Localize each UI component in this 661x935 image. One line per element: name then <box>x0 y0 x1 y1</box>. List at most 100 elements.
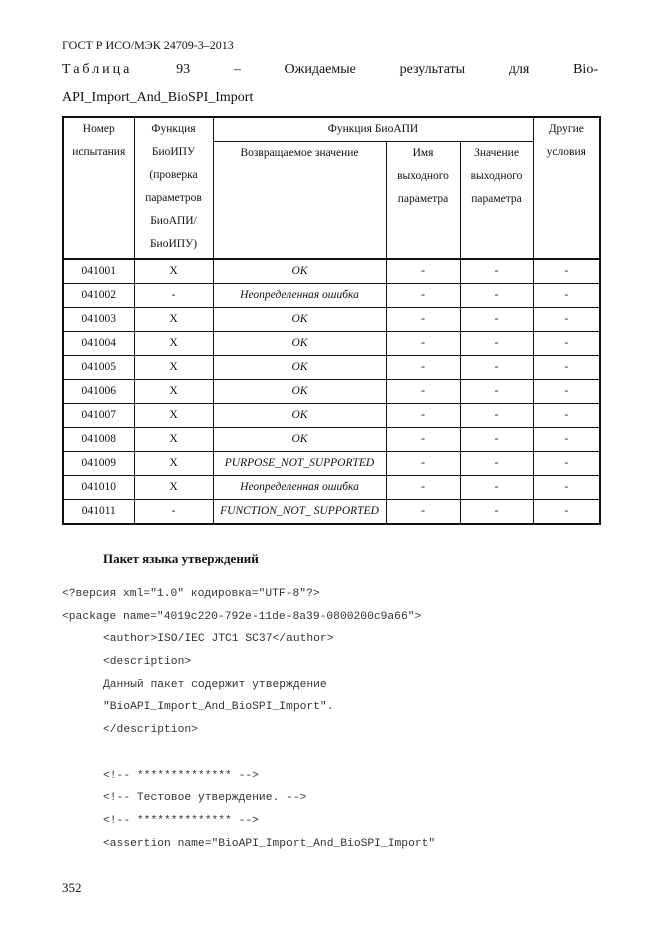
table-cell: - <box>459 306 534 332</box>
table-cell: - <box>532 282 601 308</box>
table-cell: - <box>459 282 534 308</box>
table-caption-line1: Таблица 93 – Ожидаемые результаты для Bi… <box>62 62 598 78</box>
section-title: Пакет языка утверждений <box>103 551 259 566</box>
table-row: 041006 X OK - - - <box>62 378 601 404</box>
table-cell: - <box>532 426 601 452</box>
table-cell: - <box>385 257 461 284</box>
table-cell: - <box>532 257 601 284</box>
table-cell: 041004 <box>62 330 135 356</box>
table-cell: - <box>532 378 601 404</box>
table-cell: - <box>385 354 461 380</box>
code-line <box>62 742 435 765</box>
table-cell: 041008 <box>62 426 135 452</box>
header-bioipu-function: Функция БиоИПУ (проверка параметров БиоА… <box>133 116 214 259</box>
table-cell: - <box>532 330 601 356</box>
code-line: <description> <box>103 656 192 669</box>
caption-word: для <box>508 62 530 77</box>
table-cell: - <box>385 306 461 332</box>
caption-word: Ожидаемые <box>284 62 356 77</box>
table-cell: FUNCTION_NOT_ SUPPORTED <box>212 498 387 524</box>
code-line: <!-- Тестовое утверждение. --> <box>103 792 307 805</box>
table-row: 041001 X OK - - - <box>62 257 601 284</box>
table-cell: 041010 <box>62 474 135 500</box>
table-cell: - <box>459 450 534 476</box>
table-cell: 041002 <box>62 282 135 308</box>
table-cell: - <box>459 498 534 524</box>
table-cell: X <box>133 306 214 332</box>
table-cell: 041011 <box>62 498 135 524</box>
table-cell: X <box>133 402 214 428</box>
table-row: 041009 X PURPOSE_NOT_SUPPORTED - - - <box>62 450 601 476</box>
table-cell: OK <box>212 330 387 356</box>
table-cell: X <box>133 426 214 452</box>
table-cell: 041007 <box>62 402 135 428</box>
table-cell: OK <box>212 354 387 380</box>
table-row: 041008 X OK - - - <box>62 426 601 452</box>
table-cell: Неопределенная ошибка <box>212 282 387 308</box>
table-cell: 041006 <box>62 378 135 404</box>
table-cell: - <box>133 282 214 308</box>
caption-word: – <box>233 62 241 77</box>
table-cell: 041009 <box>62 450 135 476</box>
document-header: ГОСТ Р ИСО/МЭК 24709-3–2013 <box>62 38 234 52</box>
code-line: <author>ISO/IEC JTC1 SC37</author> <box>103 633 334 646</box>
table-cell: - <box>532 306 601 332</box>
table-cell: - <box>385 378 461 404</box>
table-cell: - <box>133 498 214 524</box>
table-cell: X <box>133 354 214 380</box>
table-cell: - <box>385 426 461 452</box>
table-cell: - <box>385 450 461 476</box>
table-cell: X <box>133 450 214 476</box>
page-number: 352 <box>62 880 82 895</box>
table-row: 041007 X OK - - - <box>62 402 601 428</box>
table-cell: OK <box>212 306 387 332</box>
table-cell: - <box>459 402 534 428</box>
table-cell: PURPOSE_NOT_SUPPORTED <box>212 450 387 476</box>
table-row: 041005 X OK - - - <box>62 354 601 380</box>
table-row: 041004 X OK - - - <box>62 330 601 356</box>
table-cell: - <box>459 354 534 380</box>
table-cell: - <box>532 498 601 524</box>
table-cell: - <box>532 474 601 500</box>
header-return-value: Возвращаемое значение <box>212 141 387 259</box>
table-cell: X <box>133 330 214 356</box>
table-cell: - <box>385 282 461 308</box>
caption-word: результаты <box>399 62 466 77</box>
header-output-param-value: Значение выходного параметра <box>459 141 534 259</box>
code-line: <assertion name="BioAPI_Import_And_BioSP… <box>103 837 436 850</box>
table-cell: - <box>385 330 461 356</box>
header-test-number: Номер испытания <box>62 116 135 259</box>
caption-word: Bio- <box>573 62 598 77</box>
code-line: <!-- ************** --> <box>103 814 259 827</box>
caption-word: 93 <box>176 62 191 77</box>
header-output-param-name: Имя выходного параметра <box>385 141 461 259</box>
table-cell: 041003 <box>62 306 135 332</box>
table-row: 041010 X Неопределенная ошибка - - - <box>62 474 601 500</box>
table-cell: X <box>133 257 214 284</box>
code-line: <package name="4019c220-792e-11de-8a39-0… <box>62 610 422 623</box>
table-cell: - <box>459 426 534 452</box>
table-row: 041003 X OK - - - <box>62 306 601 332</box>
table-cell: Неопределенная ошибка <box>212 474 387 500</box>
table-cell: - <box>459 330 534 356</box>
table-cell: - <box>385 474 461 500</box>
caption-word: Таблица <box>62 62 133 77</box>
results-table: Номер испытания Функция БиоИПУ (проверка… <box>62 116 602 525</box>
code-line: </description> <box>103 724 198 737</box>
table-cell: - <box>532 402 601 428</box>
header-bioapi-function: Функция БиоАПИ <box>212 116 534 142</box>
table-caption-line2: API_Import_And_BioSPI_Import <box>62 90 254 105</box>
table-cell: OK <box>212 426 387 452</box>
table-cell: - <box>459 378 534 404</box>
table-cell: - <box>385 498 461 524</box>
table-cell: OK <box>212 402 387 428</box>
code-line: <!-- ************** --> <box>103 769 259 782</box>
table-cell: OK <box>212 378 387 404</box>
code-block: <?версия xml="1.0" кодировка="UTF-8"?> <p… <box>62 583 435 855</box>
code-line: "BioAPI_Import_And_BioSPI_Import". <box>103 701 334 714</box>
table-cell: - <box>532 354 601 380</box>
table-cell: X <box>133 378 214 404</box>
header-other-conditions: Другие условия <box>532 116 601 259</box>
table-cell: X <box>133 474 214 500</box>
